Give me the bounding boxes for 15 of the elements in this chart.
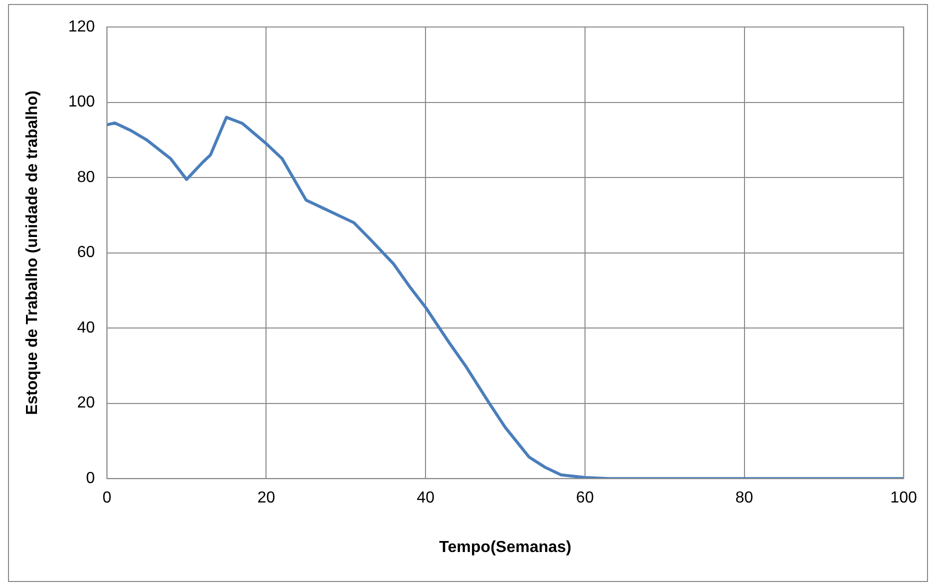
y-tick-label: 100 <box>68 94 95 111</box>
x-tick-label: 100 <box>890 490 918 507</box>
x-axis-title: Tempo(Semanas) <box>439 538 572 556</box>
x-tick-label: 40 <box>416 490 435 507</box>
y-axis-title: Estoque de Trabalho (unidade de trabalho) <box>24 90 42 416</box>
y-tick-label: 80 <box>77 168 95 186</box>
x-tick-label: 80 <box>735 490 754 507</box>
x-tick-label: 0 <box>102 490 112 507</box>
x-tick-label: 20 <box>257 490 276 507</box>
y-tick-label: 40 <box>77 319 95 336</box>
y-tick-label: 120 <box>68 18 95 36</box>
y-tick-label: 60 <box>77 244 95 262</box>
y-tick-label: 0 <box>86 470 95 488</box>
x-tick-label: 60 <box>576 490 594 507</box>
y-tick-label: 20 <box>77 394 95 412</box>
